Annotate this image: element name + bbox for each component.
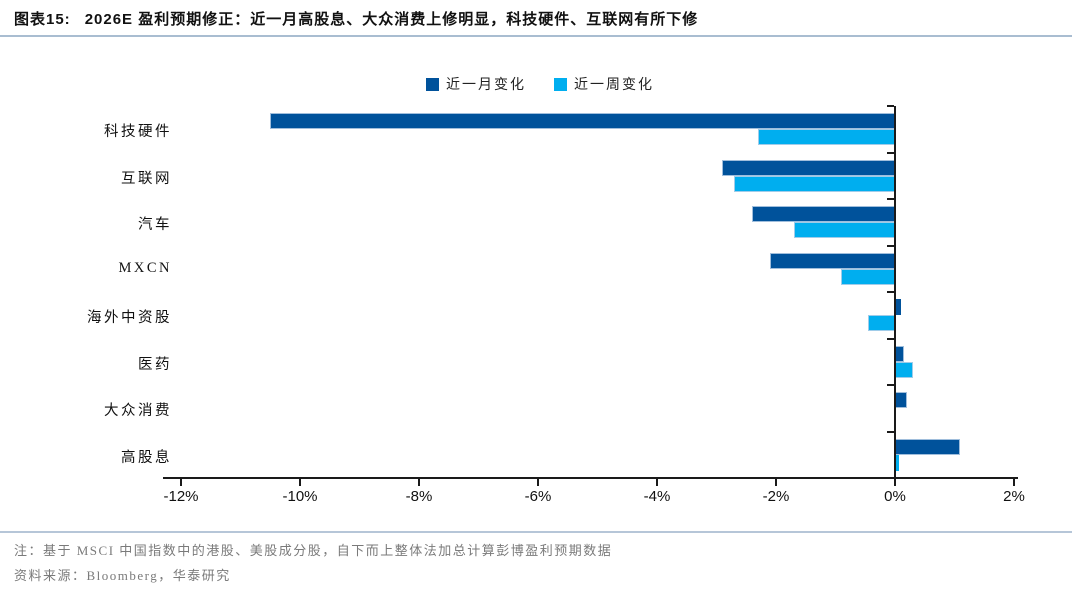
chart-source: 资料来源：Bloomberg，华泰研究 bbox=[14, 568, 231, 583]
bar-month-4 bbox=[895, 299, 901, 316]
x-axis-tick-6 bbox=[894, 479, 896, 486]
legend-label-week: 近一周变化 bbox=[574, 78, 654, 93]
bar-month-0 bbox=[270, 113, 895, 130]
category-label-0: 科技硬件 bbox=[104, 124, 172, 141]
x-axis-tick-label-1: -10% bbox=[282, 488, 318, 505]
x-axis-tick-4 bbox=[656, 479, 658, 486]
bar-month-2 bbox=[752, 206, 895, 223]
category-label-6: 大众消费 bbox=[104, 403, 172, 420]
category-label-4: 海外中资股 bbox=[87, 310, 172, 327]
zero-line-tick-7 bbox=[887, 430, 894, 433]
legend-swatch-month bbox=[426, 77, 439, 91]
x-axis-tick-5 bbox=[775, 479, 777, 486]
bar-week-3 bbox=[841, 268, 895, 285]
x-axis-tick-label-5: -2% bbox=[762, 488, 790, 505]
bar-week-7 bbox=[895, 454, 900, 471]
category-label-2: 汽车 bbox=[138, 217, 172, 234]
zero-line-tick-0 bbox=[887, 105, 894, 107]
category-label-5: 医药 bbox=[138, 356, 172, 373]
bar-month-5 bbox=[895, 345, 904, 362]
zero-line-tick-4 bbox=[887, 291, 894, 293]
x-axis-tick-7 bbox=[1013, 479, 1015, 486]
chart-note: 注：基于 MSCI 中国指数中的港股、美股成分股，自下而上整体法加总计算彭博盈利… bbox=[14, 543, 613, 558]
category-label-3: MXCN bbox=[118, 259, 172, 276]
bar-week-0 bbox=[758, 129, 895, 146]
footer-divider bbox=[0, 531, 1072, 533]
bar-month-1 bbox=[722, 159, 895, 176]
category-label-7: 高股息 bbox=[121, 449, 172, 466]
x-axis-tick-label-7: 2% bbox=[1003, 488, 1025, 505]
zero-line-tick-3 bbox=[887, 244, 894, 247]
x-axis-tick-2 bbox=[418, 479, 420, 486]
legend-label-month: 近一月变化 bbox=[446, 78, 526, 93]
x-axis-tick-label-3: -6% bbox=[524, 488, 552, 505]
chart-legend: 近一月变化 近一周变化 bbox=[0, 74, 1080, 94]
bar-week-2 bbox=[793, 222, 895, 239]
x-axis-line bbox=[163, 477, 1018, 479]
chart-header: 图表15: 2026E 盈利预期修正：近一月高股息、大众消费上修明显，科技硬件、互… bbox=[14, 8, 1066, 29]
x-axis-tick-0 bbox=[180, 479, 182, 486]
category-label-1: 互联网 bbox=[121, 170, 172, 187]
x-axis-tick-1 bbox=[299, 479, 301, 486]
zero-line-tick-5 bbox=[887, 337, 894, 340]
x-axis-tick-label-0: -12% bbox=[163, 488, 199, 505]
x-axis-tick-label-4: -4% bbox=[643, 488, 671, 505]
bar-month-3 bbox=[770, 252, 895, 269]
chart-title: 2026E 盈利预期修正：近一月高股息、大众消费上修明显，科技硬件、互联网有所下… bbox=[84, 11, 699, 28]
legend-item-week: 近一周变化 bbox=[554, 74, 654, 94]
zero-line-tick-1 bbox=[887, 151, 894, 154]
bar-week-5 bbox=[895, 361, 913, 378]
x-axis-tick-3 bbox=[537, 479, 539, 486]
zero-line-tick-2 bbox=[887, 198, 894, 200]
legend-item-month: 近一月变化 bbox=[426, 74, 526, 94]
bar-week-1 bbox=[734, 175, 895, 192]
figure-number-label: 图表15: bbox=[14, 11, 71, 28]
bar-month-6 bbox=[895, 392, 907, 409]
zero-line-tick-6 bbox=[887, 384, 894, 386]
bar-month-7 bbox=[895, 438, 961, 455]
title-divider bbox=[0, 35, 1072, 37]
x-axis-tick-label-2: -8% bbox=[405, 488, 433, 505]
bar-week-4 bbox=[868, 315, 895, 332]
x-axis-tick-label-6: 0% bbox=[884, 488, 906, 505]
zero-axis-line bbox=[894, 106, 896, 478]
legend-swatch-week bbox=[554, 77, 567, 91]
